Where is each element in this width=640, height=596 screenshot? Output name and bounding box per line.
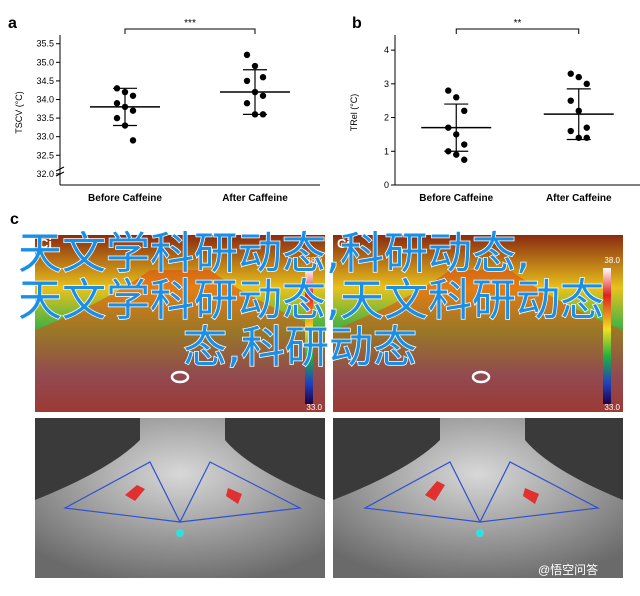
data-point bbox=[243, 77, 251, 85]
y-tick-label: 33.0 bbox=[36, 132, 54, 142]
data-point bbox=[251, 62, 259, 70]
scale-min: 33.0 bbox=[306, 403, 322, 412]
data-point bbox=[445, 124, 452, 131]
data-point bbox=[121, 88, 129, 96]
data-point bbox=[259, 73, 267, 81]
data-point bbox=[129, 92, 137, 99]
data-point bbox=[461, 107, 468, 115]
data-point bbox=[575, 134, 582, 141]
y-axis-label: TRel (°C) bbox=[349, 94, 359, 132]
overlay-text: 天文学科研动态,科研动态, bbox=[18, 228, 530, 279]
data-point bbox=[461, 156, 468, 163]
data-point bbox=[121, 122, 129, 129]
significance-bracket bbox=[124, 28, 256, 34]
scale-min: 33.0 bbox=[604, 403, 620, 412]
panel-label: b bbox=[352, 15, 362, 32]
panel-label: c bbox=[10, 211, 19, 228]
x-tick-label: After Caffeine bbox=[546, 193, 612, 204]
data-point bbox=[567, 97, 574, 104]
data-point bbox=[575, 73, 582, 81]
y-tick-label: 35.0 bbox=[36, 57, 54, 67]
watermark: @悟空问答 bbox=[538, 562, 598, 577]
thermal-right bbox=[333, 235, 623, 412]
neck-photos bbox=[35, 418, 623, 578]
scale-max: 38.0 bbox=[306, 256, 322, 265]
data-point bbox=[113, 85, 121, 92]
scale-max: 38.0 bbox=[604, 256, 620, 265]
y-tick-label: 0 bbox=[384, 180, 389, 190]
data-point bbox=[583, 124, 590, 131]
data-point bbox=[259, 92, 267, 99]
y-tick-label: 34.0 bbox=[36, 94, 54, 104]
data-point bbox=[567, 70, 574, 77]
data-point bbox=[453, 151, 460, 158]
y-tick-label: 33.5 bbox=[36, 113, 54, 123]
data-point bbox=[461, 141, 468, 148]
y-tick-label: 34.5 bbox=[36, 76, 54, 86]
significance: ** bbox=[514, 18, 522, 29]
data-point bbox=[121, 103, 129, 111]
data-point bbox=[453, 131, 460, 138]
y-tick-label: 4 bbox=[384, 45, 389, 55]
data-point bbox=[251, 111, 259, 118]
overlay-text: 天文学科研动态,天文科研动态 bbox=[18, 275, 604, 326]
data-point bbox=[583, 134, 590, 141]
data-point bbox=[259, 111, 267, 118]
significance-bracket bbox=[455, 28, 580, 34]
panel-label: a bbox=[8, 15, 17, 32]
data-point bbox=[129, 107, 137, 114]
data-point bbox=[113, 114, 121, 122]
significance: *** bbox=[184, 18, 196, 29]
data-point bbox=[575, 107, 582, 115]
x-tick-label: Before Caffeine bbox=[419, 193, 493, 204]
x-tick-label: Before Caffeine bbox=[88, 193, 162, 204]
data-point bbox=[567, 127, 574, 135]
y-tick-label: 32.5 bbox=[36, 150, 54, 160]
data-point bbox=[453, 94, 460, 101]
data-point bbox=[445, 87, 452, 94]
data-point bbox=[129, 137, 137, 144]
y-tick-label: 2 bbox=[384, 113, 389, 123]
image-label: Cii bbox=[337, 236, 354, 251]
y-axis-label: TSCV (°C) bbox=[14, 91, 24, 134]
overlay-text: 态,科研动态 bbox=[183, 322, 417, 373]
data-point bbox=[445, 148, 452, 155]
y-tick-label: 1 bbox=[384, 146, 389, 156]
data-point bbox=[251, 88, 259, 96]
data-point bbox=[243, 100, 251, 107]
data-point bbox=[113, 100, 121, 107]
image-label: Ci bbox=[39, 236, 52, 251]
y-tick-label: 3 bbox=[384, 79, 389, 89]
y-tick-label: 32.0 bbox=[36, 169, 54, 179]
y-tick-label: 35.5 bbox=[36, 39, 54, 49]
data-point bbox=[583, 80, 590, 88]
thermal-left bbox=[35, 235, 325, 412]
data-point bbox=[243, 51, 251, 59]
x-tick-label: After Caffeine bbox=[222, 193, 288, 204]
